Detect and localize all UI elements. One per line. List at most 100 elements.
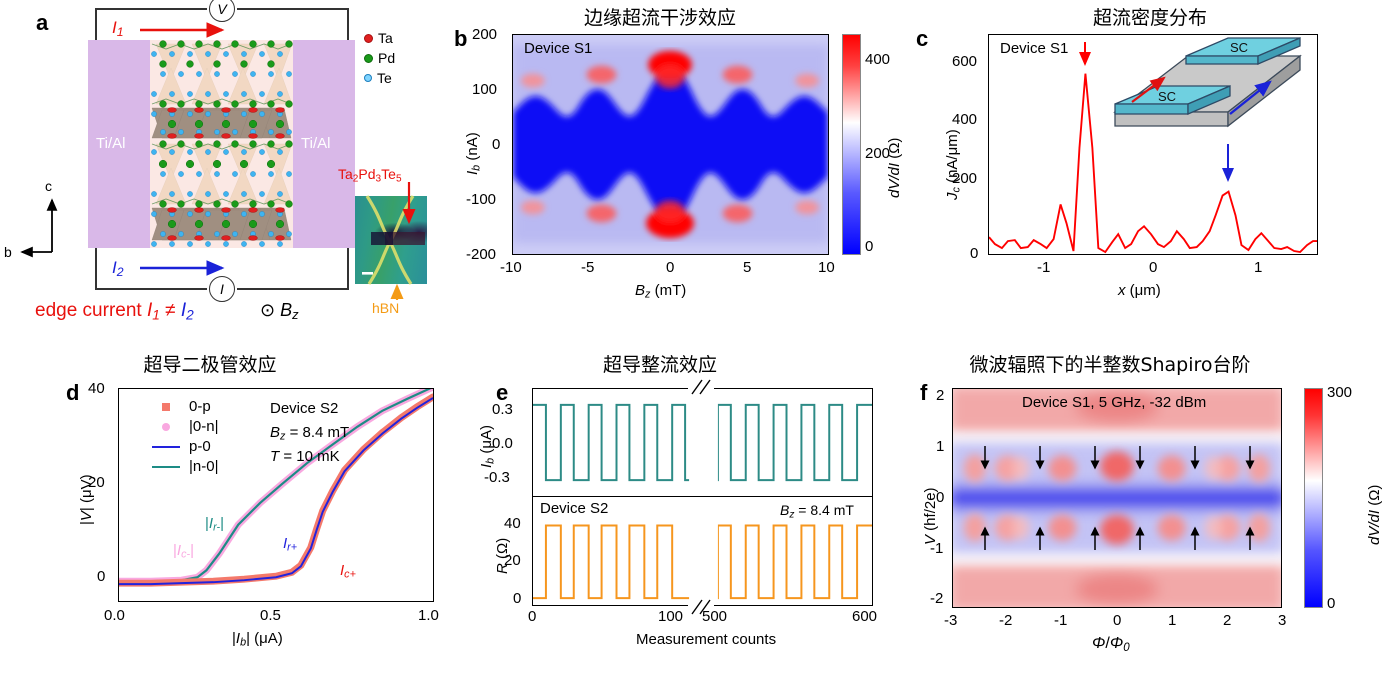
marker-circle-icon <box>152 418 180 435</box>
panel-d-device: Device S2 <box>270 400 339 417</box>
panel-c-annotation: Device S1 <box>1000 40 1069 57</box>
panel-f-title: 微波辐照下的半整数Shapiro台阶 <box>969 354 1251 376</box>
legend-label-0n: |0-n| <box>189 418 219 435</box>
current-label-i1-sub: 1 <box>116 25 124 40</box>
legend-row-n0: |n-0| <box>152 458 218 475</box>
panel-f-ytick-2: 2 <box>936 387 945 404</box>
panel-e-bot-ytick-20: 20 <box>504 552 521 569</box>
legend-label-n0: |n-0| <box>189 458 219 475</box>
circuit-wire-bot-bar-r <box>237 288 349 290</box>
panel-c-inset-device: SC SC <box>1113 37 1302 128</box>
panel-e-bot-ytick-0: 0 <box>513 590 522 607</box>
panel-d-xtick-05: 0.5 <box>260 607 281 624</box>
caption-prefix: edge current <box>35 300 147 321</box>
electrode-left-label: Ti/Al <box>96 135 126 152</box>
panel-d-label-ic-plus: Ic+ <box>340 562 356 581</box>
panel-b-ytick-n200: -200 <box>466 246 497 263</box>
panel-f-xtick-1: 1 <box>1168 612 1177 629</box>
panel-f-cb-tick-0: 0 <box>1327 595 1336 612</box>
te-atom-icon <box>364 74 372 82</box>
panel-e-annotation: Device S2 <box>540 500 609 517</box>
panel-e-xlabel: Measurement counts <box>636 631 777 648</box>
legend-label-p0: p-0 <box>189 438 211 455</box>
panel-d-field: Bz = 8.4 mT <box>270 424 350 443</box>
panel-f: 微波辐照下的半整数Shapiro台阶 f <box>900 350 1400 700</box>
panel-b-xlabel: Bz (mT) <box>635 282 687 301</box>
panel-f-ytick-n2: -2 <box>930 590 944 607</box>
panel-e-title: 超导整流效应 <box>602 354 717 376</box>
panel-e-bot-ytick-40: 40 <box>504 515 521 532</box>
legend-label-te: Te <box>377 70 392 86</box>
panel-d-xtick-00: 0.0 <box>104 607 125 624</box>
panel-f-cb-tick-300: 300 <box>1327 384 1353 401</box>
panel-c-xtick-1: 1 <box>1254 259 1263 276</box>
pd-atom-icon <box>364 53 373 63</box>
panel-c-xlabel: x (μm) <box>1118 282 1161 299</box>
field-direction-label: ⊙ Bz <box>260 300 299 323</box>
panel-b-ylabel: Ib (nA) <box>464 132 483 175</box>
svg-text:SC: SC <box>1158 89 1176 104</box>
panel-b-colorbar <box>842 34 861 255</box>
panel-f-xtick-n1: -1 <box>1054 612 1068 629</box>
panel-d: 超导二极管效应 d 0-p |0-n| p-0 |n-0| <box>0 350 450 700</box>
panel-a: a V I I1 I2 c b <box>0 0 450 330</box>
panel-d-legend: 0-p |0-n| p-0 |n-0| <box>152 398 218 475</box>
panel-e-field: Bz = 8.4 mT <box>780 502 854 521</box>
panel-f-xtick-3: 3 <box>1278 612 1287 629</box>
panel-b-ytick-n100: -100 <box>466 191 497 208</box>
panel-c-xtick-0: 0 <box>1149 259 1158 276</box>
panel-d-ytick-0: 0 <box>97 568 106 585</box>
legend-label-0p: 0-p <box>189 398 211 415</box>
panel-b-label: b <box>454 26 468 51</box>
panel-b-ytick-200: 200 <box>472 26 498 43</box>
panel-c-ylabel: Jc (nA/μm) <box>944 129 963 200</box>
legend-row-0n: |0-n| <box>152 418 218 435</box>
panel-b-ytick-100: 100 <box>472 81 498 98</box>
panel-c-label: c <box>916 26 929 51</box>
atoms-te <box>151 51 292 247</box>
hbn-label: hBN <box>372 300 400 316</box>
panel-d-ytick-40: 40 <box>88 380 105 397</box>
panel-e-top-ytick-n03: -0.3 <box>484 469 510 486</box>
panel-e-plot-top <box>532 388 873 496</box>
axis-label-b: b <box>4 244 12 260</box>
optical-micrograph <box>355 195 427 285</box>
crystal-slab <box>150 40 293 248</box>
material-label: Ta2Pd3Te5 <box>338 166 402 185</box>
marker-line-teal-icon <box>152 458 180 475</box>
panel-e-axis-break-top <box>688 379 714 395</box>
circuit-wire-top-bar-l <box>95 8 207 10</box>
panel-e-label: e <box>496 380 509 405</box>
panel-f-xtick-0: 0 <box>1113 612 1122 629</box>
marker-square-icon <box>152 398 180 415</box>
atoms-ta <box>167 107 285 241</box>
panel-f-label: f <box>920 380 928 405</box>
marker-line-blue-icon <box>152 438 180 455</box>
panel-e-resistance-square-wave <box>533 497 872 605</box>
panel-e-field-value: 8.4 mT <box>810 502 854 518</box>
electrode-right <box>293 40 355 248</box>
panel-f-ytick-n1: -1 <box>930 540 944 557</box>
circuit-wire-bot-left <box>95 248 97 290</box>
panel-c-line-chart <box>989 73 1317 254</box>
panel-d-label-ir-minus: |Ir-| <box>205 515 224 534</box>
panel-b-annotation: Device S1 <box>524 40 593 57</box>
micrograph-overlay <box>362 195 425 285</box>
panel-f-xlabel: Φ/Φ0 <box>1092 635 1130 654</box>
panel-b-title: 边缘超流干涉效应 <box>583 7 736 29</box>
voltmeter: V <box>209 0 235 22</box>
current-label-i2-sub: 2 <box>116 265 124 280</box>
panel-d-field-value: 8.4 mT <box>302 424 350 441</box>
panel-e-xtick-600: 600 <box>852 608 878 625</box>
panel-b-cb-tick-200: 200 <box>865 145 891 162</box>
legend-item-pd: Pd <box>364 50 395 66</box>
panel-c-ytick-200: 200 <box>952 170 978 187</box>
panel-e-xtick-500: 500 <box>702 608 728 625</box>
panel-b-cb-tick-400: 400 <box>865 51 891 68</box>
panel-e-plot-bottom <box>532 496 873 606</box>
atom-legend: Ta Pd Te <box>364 30 395 86</box>
panel-c-ytick-400: 400 <box>952 111 978 128</box>
panel-f-ytick-0: 0 <box>936 489 945 506</box>
field-sub: z <box>292 307 299 323</box>
panel-f-ytick-1: 1 <box>936 438 945 455</box>
